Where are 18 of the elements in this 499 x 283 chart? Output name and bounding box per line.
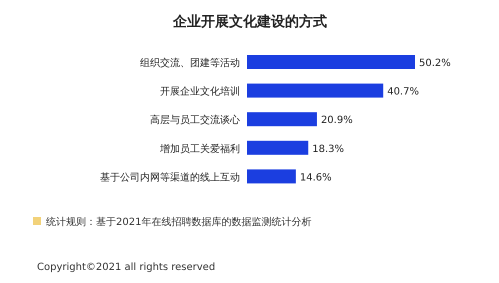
data-label: 20.9%	[320, 115, 353, 126]
text: 统计规则：基于2021年在线招聘数据库的数据监测统计分析	[46, 216, 312, 228]
data-label: 14.6%	[300, 172, 332, 184]
y-tick-label: 增加员工关爱福利	[159, 142, 240, 155]
y-tick-label: 高层与员工交流谈心	[150, 114, 240, 126]
y-tick-label: 组织交流、团建等活动	[140, 57, 240, 69]
y-tick-label: 基于公司内网等渠道的线上互动	[100, 171, 240, 184]
data-label: 40.7%	[387, 86, 419, 98]
bar	[247, 140, 308, 155]
bar	[247, 55, 415, 69]
y-tick-label: 开展企业文化培训	[160, 86, 240, 98]
chart-title: 企业开展文化建设的方式	[172, 13, 327, 30]
bar	[247, 112, 317, 126]
bar	[247, 84, 384, 98]
text: Copyright©2021 all rights reserved	[37, 262, 216, 273]
data-label: 18.3%	[312, 144, 344, 155]
bar	[247, 169, 296, 184]
data-label: 50.2%	[419, 58, 451, 69]
